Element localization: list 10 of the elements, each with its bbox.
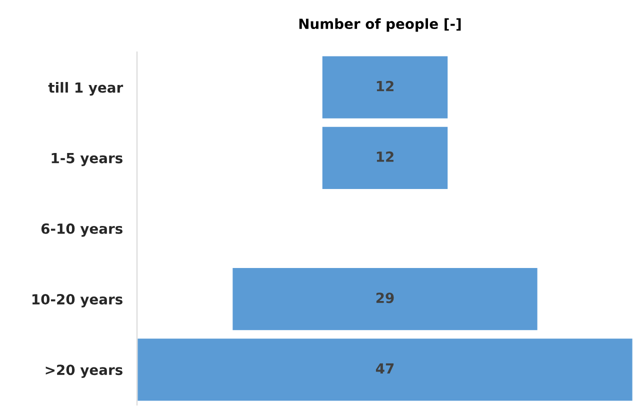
data-label: 12 (376, 151, 394, 162)
category-label: 6-10 years (41, 223, 122, 237)
category-label: >20 years (46, 364, 122, 378)
category-label: 1-5 years (52, 152, 122, 166)
data-label: 12 (376, 80, 394, 92)
data-label: 29 (376, 292, 394, 304)
text: Number of people [-] (299, 18, 461, 32)
category-label: 10-20 years (32, 294, 122, 308)
data-label: 47 (376, 363, 394, 374)
category-label: till 1 year (48, 82, 124, 96)
